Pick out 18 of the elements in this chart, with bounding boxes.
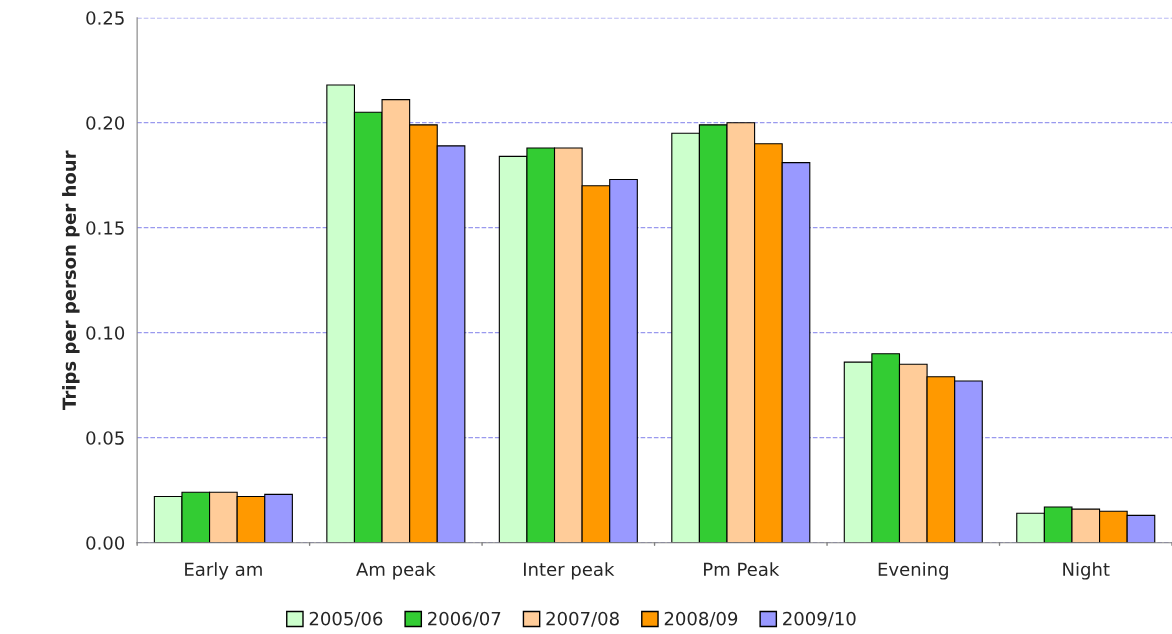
legend-label: 2005/06	[309, 611, 383, 627]
y-tick-label: 0.10	[86, 326, 125, 340]
legend-label: 2006/07	[428, 611, 501, 627]
x-tick-label: Inter peak	[523, 562, 615, 580]
y-tick-label: 0.00	[86, 536, 125, 550]
x-tick-label: Night	[1063, 562, 1110, 580]
y-tick-label: 0.20	[86, 116, 125, 130]
y-tick-label: 0.15	[86, 221, 124, 235]
x-tick-label: Pm Peak	[704, 562, 780, 577]
x-tick-label: Evening	[878, 562, 948, 580]
y-tick-label: 0.25	[86, 11, 124, 25]
legend-label: 2009/10	[783, 611, 856, 627]
legend-label: 2007/08	[546, 611, 619, 627]
x-tick-label: Am peak	[356, 562, 436, 580]
y-axis-title: Trips per person per hour	[62, 150, 80, 410]
x-tick-label: Early am	[185, 562, 262, 580]
legend-label: 2008/09	[664, 611, 738, 627]
y-tick-label: 0.05	[86, 431, 124, 445]
